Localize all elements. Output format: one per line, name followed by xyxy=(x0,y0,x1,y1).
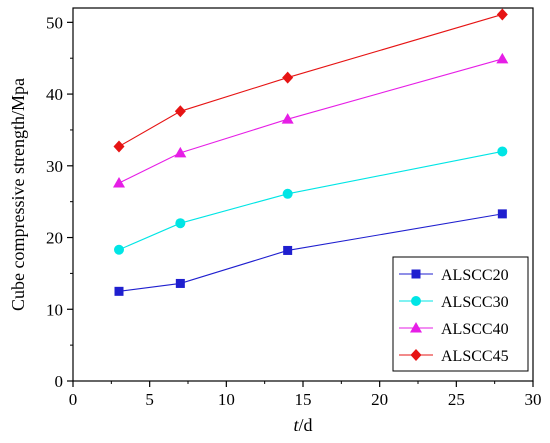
series-line xyxy=(118,213,503,292)
y-tick-label: 10 xyxy=(46,300,63,319)
data-point xyxy=(113,140,125,153)
y-tick-label: 20 xyxy=(46,229,63,248)
data-point xyxy=(174,105,186,118)
y-tick-label: 50 xyxy=(46,13,63,32)
legend: ALSCC20 ALSCC30 ALSCC40 ALSCC45 xyxy=(392,256,529,372)
data-point xyxy=(496,52,509,64)
data-point xyxy=(175,278,185,288)
series-ALSCC20 xyxy=(114,209,507,296)
x-axis-title: t/d xyxy=(293,415,312,435)
data-point xyxy=(282,71,294,84)
y-tick-label: 30 xyxy=(46,157,63,176)
legend-item: ALSCC45 xyxy=(399,348,509,365)
x-tick-label: 20 xyxy=(371,390,388,409)
series-line xyxy=(118,13,503,147)
x-tick-label: 0 xyxy=(69,390,78,409)
legend-label: ALSCC45 xyxy=(441,348,509,365)
y-tick-label: 0 xyxy=(55,372,64,391)
data-point xyxy=(174,146,187,158)
legend-item: ALSCC20 xyxy=(399,267,509,284)
y-axis-title: Cube compressive strength/Mpa xyxy=(8,78,28,311)
data-point xyxy=(113,177,125,188)
x-axis-title-rest: /d xyxy=(299,415,313,435)
x-tick-label: 10 xyxy=(218,390,235,409)
data-point xyxy=(114,286,124,296)
legend-label: ALSCC30 xyxy=(441,294,509,311)
data-point xyxy=(496,8,508,21)
data-point xyxy=(282,188,293,199)
data-point xyxy=(283,245,293,255)
series-line xyxy=(118,58,503,184)
series-layer xyxy=(113,8,509,296)
legend-marker xyxy=(410,349,422,361)
series-ALSCC30 xyxy=(114,146,508,255)
data-point xyxy=(497,146,508,157)
x-tick-label: 5 xyxy=(145,390,154,409)
legend-marker xyxy=(411,296,421,306)
series-ALSCC45 xyxy=(113,8,508,153)
series-line xyxy=(118,150,503,251)
x-axis-title-italic: t xyxy=(293,415,299,435)
legend-item: ALSCC40 xyxy=(399,321,509,338)
legend-label: ALSCC20 xyxy=(441,267,509,284)
legend-marker xyxy=(411,269,421,279)
axes: 0 5 10 15 20 25 30 0 10 20 30 40 50 xyxy=(46,7,542,409)
legend-label: ALSCC40 xyxy=(441,321,509,338)
x-tick-label: 15 xyxy=(295,390,312,409)
x-tick-label: 25 xyxy=(448,390,465,409)
legend-item: ALSCC30 xyxy=(399,294,509,311)
data-point xyxy=(281,113,294,124)
data-point xyxy=(114,244,124,255)
data-point xyxy=(497,209,507,219)
x-tick-label: 30 xyxy=(525,390,542,409)
legend-marker xyxy=(410,322,422,333)
series-ALSCC40 xyxy=(113,52,509,188)
y-tick-label: 40 xyxy=(46,85,63,104)
data-point xyxy=(175,218,186,229)
